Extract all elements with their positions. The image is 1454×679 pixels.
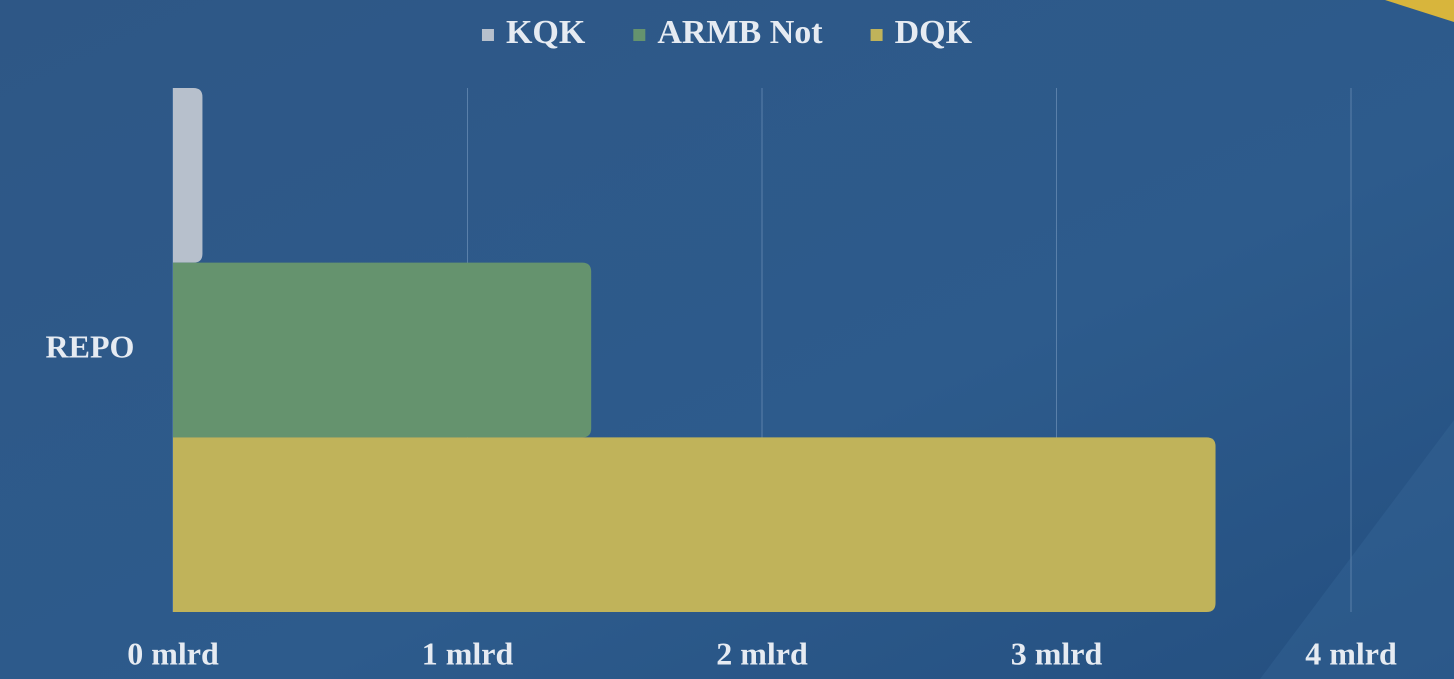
y-tick-label: REPO	[46, 328, 135, 364]
bar	[173, 262, 592, 438]
background-decoration	[1260, 420, 1454, 679]
legend-label: DQK	[895, 14, 973, 51]
x-tick-label: 2 mlrd	[716, 635, 808, 671]
legend-label: KQK	[506, 14, 586, 51]
legend-swatch	[481, 29, 494, 41]
x-tick-label: 1 mlrd	[422, 635, 514, 671]
bar	[173, 437, 1216, 612]
corner-decoration	[1385, 0, 1454, 22]
legend-swatch	[870, 29, 883, 41]
x-tick-label: 3 mlrd	[1011, 635, 1103, 671]
x-tick-label: 0 mlrd	[127, 635, 219, 671]
legend-label: ARMB Not	[657, 14, 823, 51]
legend-swatch	[633, 29, 646, 41]
bar	[173, 88, 203, 263]
x-tick-label: 4 mlrd	[1305, 635, 1397, 671]
